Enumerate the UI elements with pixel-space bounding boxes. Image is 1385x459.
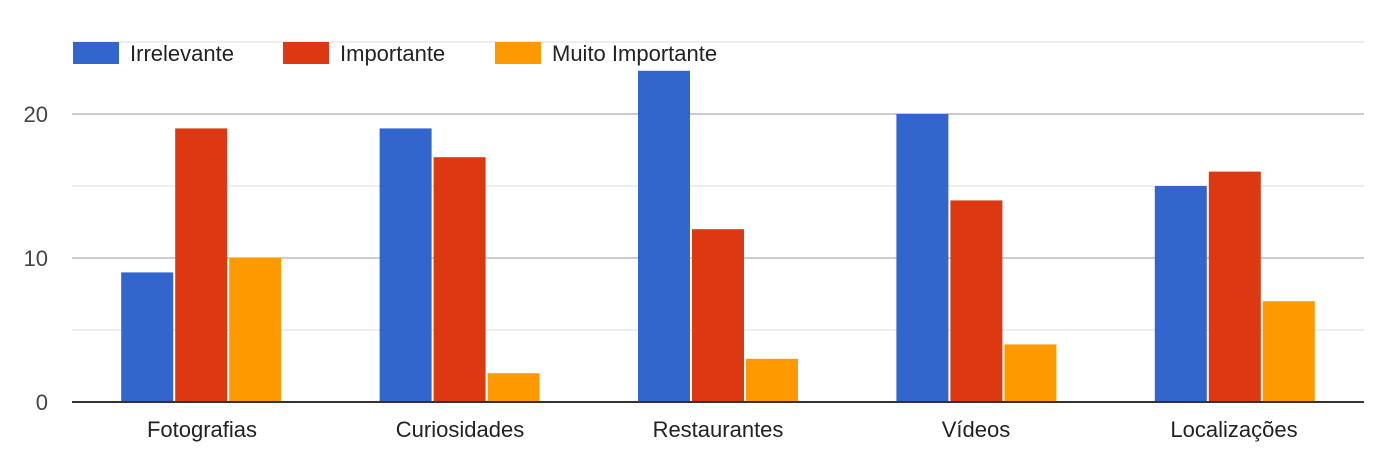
x-tick-label: Restaurantes: [653, 417, 784, 442]
legend-swatch: [495, 42, 541, 64]
bar-irrelevante-5: [1154, 186, 1207, 402]
bar-irrelevante-1: [121, 272, 174, 402]
legend-swatch: [73, 42, 119, 64]
x-tick-label: Localizações: [1170, 417, 1297, 442]
bar-importante-1: [175, 128, 228, 402]
bars: [121, 70, 1315, 403]
legend-label: Importante: [340, 41, 445, 66]
legend-swatch: [283, 42, 329, 64]
x-tick-label: Vídeos: [942, 417, 1011, 442]
legend-item: Importante: [283, 41, 445, 66]
legend-label: Muito Importante: [552, 41, 717, 66]
bar-muito-importante-4: [1004, 344, 1057, 402]
legend-item: Muito Importante: [495, 41, 717, 66]
bar-muito-importante-1: [229, 258, 282, 402]
bar-muito-importante-3: [746, 358, 798, 402]
bar-irrelevante-3: [638, 70, 690, 403]
y-tick-label: 10: [24, 246, 48, 271]
y-tick-label: 0: [36, 390, 48, 415]
x-tick-label: Curiosidades: [396, 417, 524, 442]
bar-importante-2: [433, 157, 486, 402]
y-tick-label: 20: [24, 102, 48, 127]
bar-muito-importante-5: [1262, 301, 1315, 402]
bar-muito-importante-2: [487, 373, 540, 402]
bar-importante-5: [1208, 171, 1261, 402]
bar-irrelevante-2: [379, 128, 432, 402]
bar-irrelevante-4: [896, 114, 949, 402]
legend-item: Irrelevante: [73, 41, 234, 66]
x-tick-label: Fotografias: [147, 417, 257, 442]
bar-importante-3: [692, 229, 744, 402]
y-axis-ticks: 0 10 20: [24, 102, 48, 415]
bar-importante-4: [950, 200, 1003, 402]
x-axis-labels: Fotografias Curiosidades Restaurantes Ví…: [147, 417, 1298, 442]
legend: Irrelevante Importante Muito Importante: [73, 41, 717, 66]
legend-label: Irrelevante: [130, 41, 234, 66]
